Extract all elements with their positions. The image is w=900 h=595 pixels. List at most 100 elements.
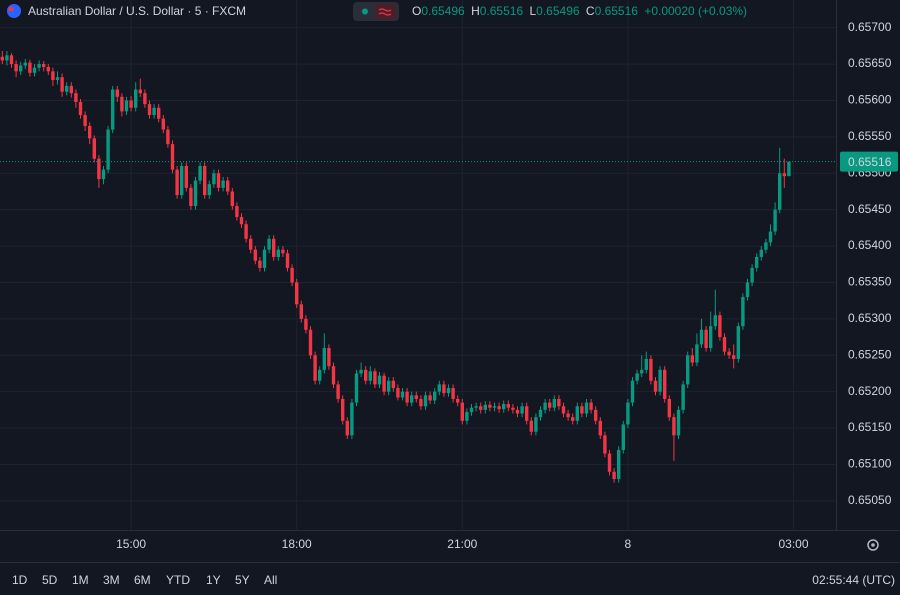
candle-body [244,224,248,239]
candle-body [276,249,280,257]
candle-body [51,71,55,81]
candle-body [359,369,363,374]
candle-body [92,138,96,159]
candle-body [350,402,354,436]
candle-body [621,424,625,450]
candle-body [538,409,543,418]
y-tick-label: 0.65200 [848,384,892,398]
range-button[interactable]: 1Y [206,573,221,587]
candle-body [488,404,492,408]
candle-body [318,369,322,381]
candle-body [727,351,731,356]
range-button[interactable]: 5Y [235,573,250,587]
candle-body [589,402,593,410]
range-button[interactable]: YTD [166,573,190,587]
range-button[interactable]: 3M [103,573,120,587]
range-button[interactable]: 6M [134,573,151,587]
candle-body [345,420,349,436]
candle-body [308,329,313,356]
candle-body [410,395,414,403]
candle-body [773,209,777,232]
candle-body [428,395,432,401]
candle-body [502,404,506,410]
candle-body [778,173,782,210]
candle-body [561,406,566,414]
candle-body [55,77,60,81]
y-tick-label: 0.65400 [848,238,892,252]
candle-body [672,417,676,436]
candle-body [391,380,395,389]
y-tick-label: 0.65700 [848,20,892,34]
candle-body [147,104,152,116]
candle-body [699,329,704,345]
x-tick-label: 8 [625,537,632,551]
candle-body [607,453,612,472]
clock[interactable]: 02:55:44 (UTC) [812,573,895,587]
x-tick-label: 18:00 [282,537,312,551]
candle-body [400,391,405,398]
candle-body [653,380,658,392]
range-button[interactable]: 1D [12,573,28,587]
candle-body [460,402,464,421]
range-button[interactable]: All [264,573,277,587]
range-button[interactable]: 1M [72,573,89,587]
candle-body [465,412,469,421]
candle-body [373,371,377,385]
candle-body [594,409,598,421]
candle-body [405,391,409,403]
candle-body [239,216,244,225]
candle-body [364,369,368,381]
candle-body [446,388,451,394]
candle-body [433,391,437,401]
x-tick-label: 03:00 [778,537,808,551]
last-price-label: 0.65516 [848,155,892,169]
candle-body [42,64,46,67]
candle-body [695,344,699,363]
symbol-title[interactable]: Australian Dollar / U.S. Dollar · 5 · FX… [28,4,246,18]
candle-body [575,406,579,421]
candle-body [469,407,474,413]
candle-body [658,369,662,392]
ohlc-label: O [412,4,421,18]
candle-body [396,388,400,398]
candle-body [515,409,520,414]
candle-body [520,406,524,414]
candle-body [571,417,575,421]
candle-body [129,100,133,108]
candle-body [212,173,216,185]
candle-body [368,371,372,381]
candle-body [451,388,455,399]
candle-body [295,282,299,305]
ohlc-value: 0.65496 [421,4,465,18]
candle-body [281,249,285,254]
candle-body [285,253,290,268]
y-tick-label: 0.65600 [848,93,892,107]
settings-icon[interactable] [867,539,879,551]
candle-body [497,406,501,410]
candle-body [483,404,487,410]
candle-body [419,398,423,407]
candle-body [143,93,147,105]
candle-body [377,375,382,385]
y-tick-label: 0.65050 [848,493,892,507]
x-tick-label: 21:00 [447,537,477,551]
candle-body [304,318,308,330]
candle-body [479,406,483,410]
candle-body [28,62,32,73]
range-button[interactable]: 5D [42,573,58,587]
candle-body [612,471,616,480]
candle-body [0,56,4,61]
ohlc-label: H [471,4,480,18]
candle-body [170,144,175,170]
candle-body [313,355,317,381]
candle-body [19,65,23,72]
candle-body [690,355,694,363]
candle-body [718,315,722,338]
candle-body [249,238,253,250]
candle-body [534,417,538,432]
candle-body [423,395,428,407]
candle-body [5,55,9,61]
candle-body [382,375,386,392]
